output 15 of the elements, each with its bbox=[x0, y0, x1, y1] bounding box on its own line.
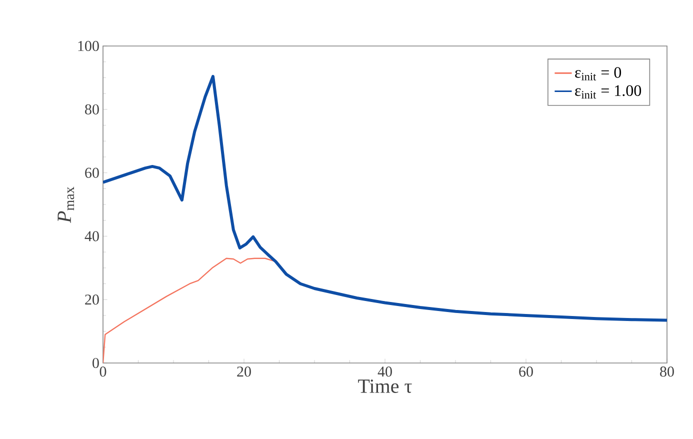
x-tick-label: 0 bbox=[100, 366, 106, 377]
y-tick-label: 100 bbox=[78, 40, 99, 52]
x-tick-label: 20 bbox=[237, 366, 251, 377]
y-tick-label: 0 bbox=[92, 358, 99, 368]
legend-label: ε$_{init}$ = 1.00 bbox=[575, 85, 642, 99]
x-tick-label: 60 bbox=[519, 366, 533, 377]
x-tick-label: 80 bbox=[660, 366, 674, 377]
y-tick-label: 60 bbox=[85, 168, 99, 178]
y-tick-label: 20 bbox=[85, 294, 99, 305]
legend-label: ε$_{init}$ = 0 bbox=[575, 67, 622, 80]
x-axis-title: Time τ bbox=[358, 380, 412, 393]
x-tick-label: 40 bbox=[378, 366, 392, 377]
y-tick-label: 80 bbox=[85, 104, 99, 114]
y-tick-label: 40 bbox=[84, 231, 99, 242]
y-axis-title: P$_{max}$ bbox=[58, 186, 74, 224]
